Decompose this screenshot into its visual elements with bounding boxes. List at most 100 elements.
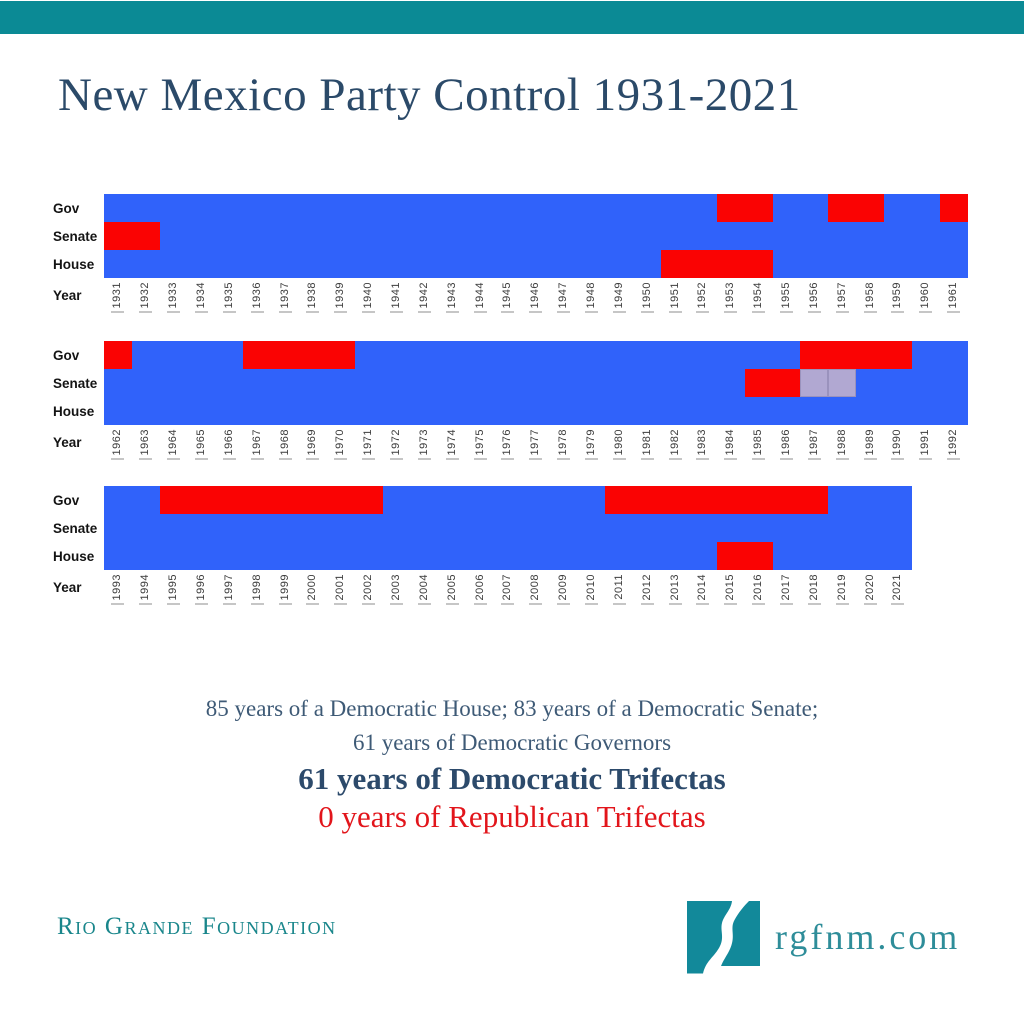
year-tick-1980 [612, 458, 626, 461]
cell-senate-1957 [828, 222, 857, 250]
cell-house-1934 [187, 250, 216, 278]
year-text-1988: 1988 [835, 429, 848, 456]
row-label-gov: Gov [53, 492, 80, 508]
cell-gov-1961 [939, 194, 968, 222]
year-tick-1988 [835, 458, 849, 461]
year-text-1944: 1944 [473, 282, 486, 309]
cell-gov-1956 [800, 194, 829, 222]
cell-gov-1997 [215, 486, 244, 514]
cell-house-1967 [243, 397, 272, 425]
cell-senate-1946 [521, 222, 550, 250]
cell-gov-1980 [605, 341, 634, 369]
cell-house-1947 [549, 250, 578, 278]
cell-senate-1999 [271, 514, 300, 542]
year-text-1994: 1994 [139, 574, 152, 601]
cell-house-1962 [104, 397, 132, 425]
cell-house-1982 [661, 397, 690, 425]
year-tick-1991 [919, 458, 933, 461]
cell-house-1952 [689, 250, 717, 278]
cell-gov-1951 [661, 194, 690, 222]
website-url[interactable]: rgfnm.com [775, 917, 961, 957]
year-label-1974: 1974 [438, 429, 466, 461]
year-label-1976: 1976 [494, 429, 522, 461]
year-tick-2012 [640, 603, 654, 606]
cell-senate-1977 [521, 369, 550, 397]
cell-house-1992 [939, 397, 968, 425]
cell-house-1990 [884, 397, 912, 425]
year-label-1932: 1932 [132, 282, 160, 314]
cell-house-1970 [326, 397, 355, 425]
cell-gov-1999 [271, 486, 300, 514]
year-label-1984: 1984 [717, 429, 745, 461]
cell-gov-1966 [215, 341, 244, 369]
cell-senate-2001 [326, 514, 355, 542]
cell-senate-1995 [159, 514, 188, 542]
cell-gov-2011 [605, 486, 634, 514]
chart-row-gov: Gov [0, 486, 912, 514]
year-text-1980: 1980 [612, 429, 625, 456]
year-text-1946: 1946 [529, 282, 542, 309]
year-label-1943: 1943 [438, 282, 466, 314]
cell-gov-1946 [521, 194, 550, 222]
year-label-2015: 2015 [717, 574, 745, 606]
year-label-1990: 1990 [884, 429, 912, 461]
year-tick-1933 [167, 311, 181, 314]
cell-senate-1991 [911, 369, 940, 397]
year-tick-1984 [724, 458, 738, 461]
cell-senate-1945 [494, 222, 522, 250]
year-label-2020: 2020 [856, 574, 884, 606]
year-text-2005: 2005 [445, 574, 458, 601]
cell-gov-1936 [243, 194, 272, 222]
cell-house-1995 [159, 542, 188, 570]
year-tick-2013 [668, 603, 682, 606]
cell-house-1961 [939, 250, 968, 278]
cell-senate-2020 [856, 514, 885, 542]
year-tick-1961 [947, 311, 961, 314]
cell-senate-1971 [354, 369, 383, 397]
cell-senate-1934 [187, 222, 216, 250]
cell-senate-2021 [884, 514, 912, 542]
cell-gov-2012 [633, 486, 662, 514]
cell-house-1989 [856, 397, 885, 425]
year-label-1965: 1965 [188, 429, 216, 461]
year-label-2012: 2012 [633, 574, 661, 606]
cell-gov-1947 [549, 194, 578, 222]
year-tick-1949 [612, 311, 626, 314]
cell-senate-1938 [299, 222, 327, 250]
year-tick-1942 [417, 311, 431, 314]
year-text-2007: 2007 [501, 574, 514, 601]
cell-house-1932 [131, 250, 160, 278]
cell-senate-1989 [856, 369, 885, 397]
cells-senate [104, 514, 912, 542]
year-text-1958: 1958 [863, 282, 876, 309]
year-text-1974: 1974 [445, 429, 458, 456]
year-tick-1963 [139, 458, 153, 461]
chart-panel-1993-2021: Gov Senate House Year 1993 1994 1995 1996 1997 19… [0, 486, 912, 606]
cell-senate-2015 [716, 514, 745, 542]
cell-gov-1970 [326, 341, 355, 369]
year-axis-label: Year [53, 435, 82, 450]
cell-senate-1990 [884, 369, 912, 397]
year-label-1958: 1958 [856, 282, 884, 314]
cell-senate-2004 [410, 514, 439, 542]
cell-gov-1949 [605, 194, 634, 222]
year-text-1943: 1943 [445, 282, 458, 309]
cells-senate [104, 222, 968, 250]
year-text-1957: 1957 [835, 282, 848, 309]
cell-senate-1954 [744, 222, 773, 250]
cell-gov-1984 [716, 341, 745, 369]
cell-senate-2002 [354, 514, 383, 542]
cell-house-1976 [494, 397, 522, 425]
cell-gov-2004 [410, 486, 439, 514]
year-tick-2011 [612, 602, 626, 605]
cell-senate-1962 [104, 369, 132, 397]
cell-house-1942 [410, 250, 439, 278]
cell-house-2010 [577, 542, 606, 570]
year-label-2017: 2017 [773, 574, 801, 606]
cells-senate [104, 369, 968, 397]
cell-gov-1950 [633, 194, 662, 222]
chart-row-house: House [0, 542, 912, 570]
year-label-1993: 1993 [104, 574, 132, 606]
year-tick-1989 [863, 458, 877, 461]
cell-gov-1995 [159, 486, 188, 514]
